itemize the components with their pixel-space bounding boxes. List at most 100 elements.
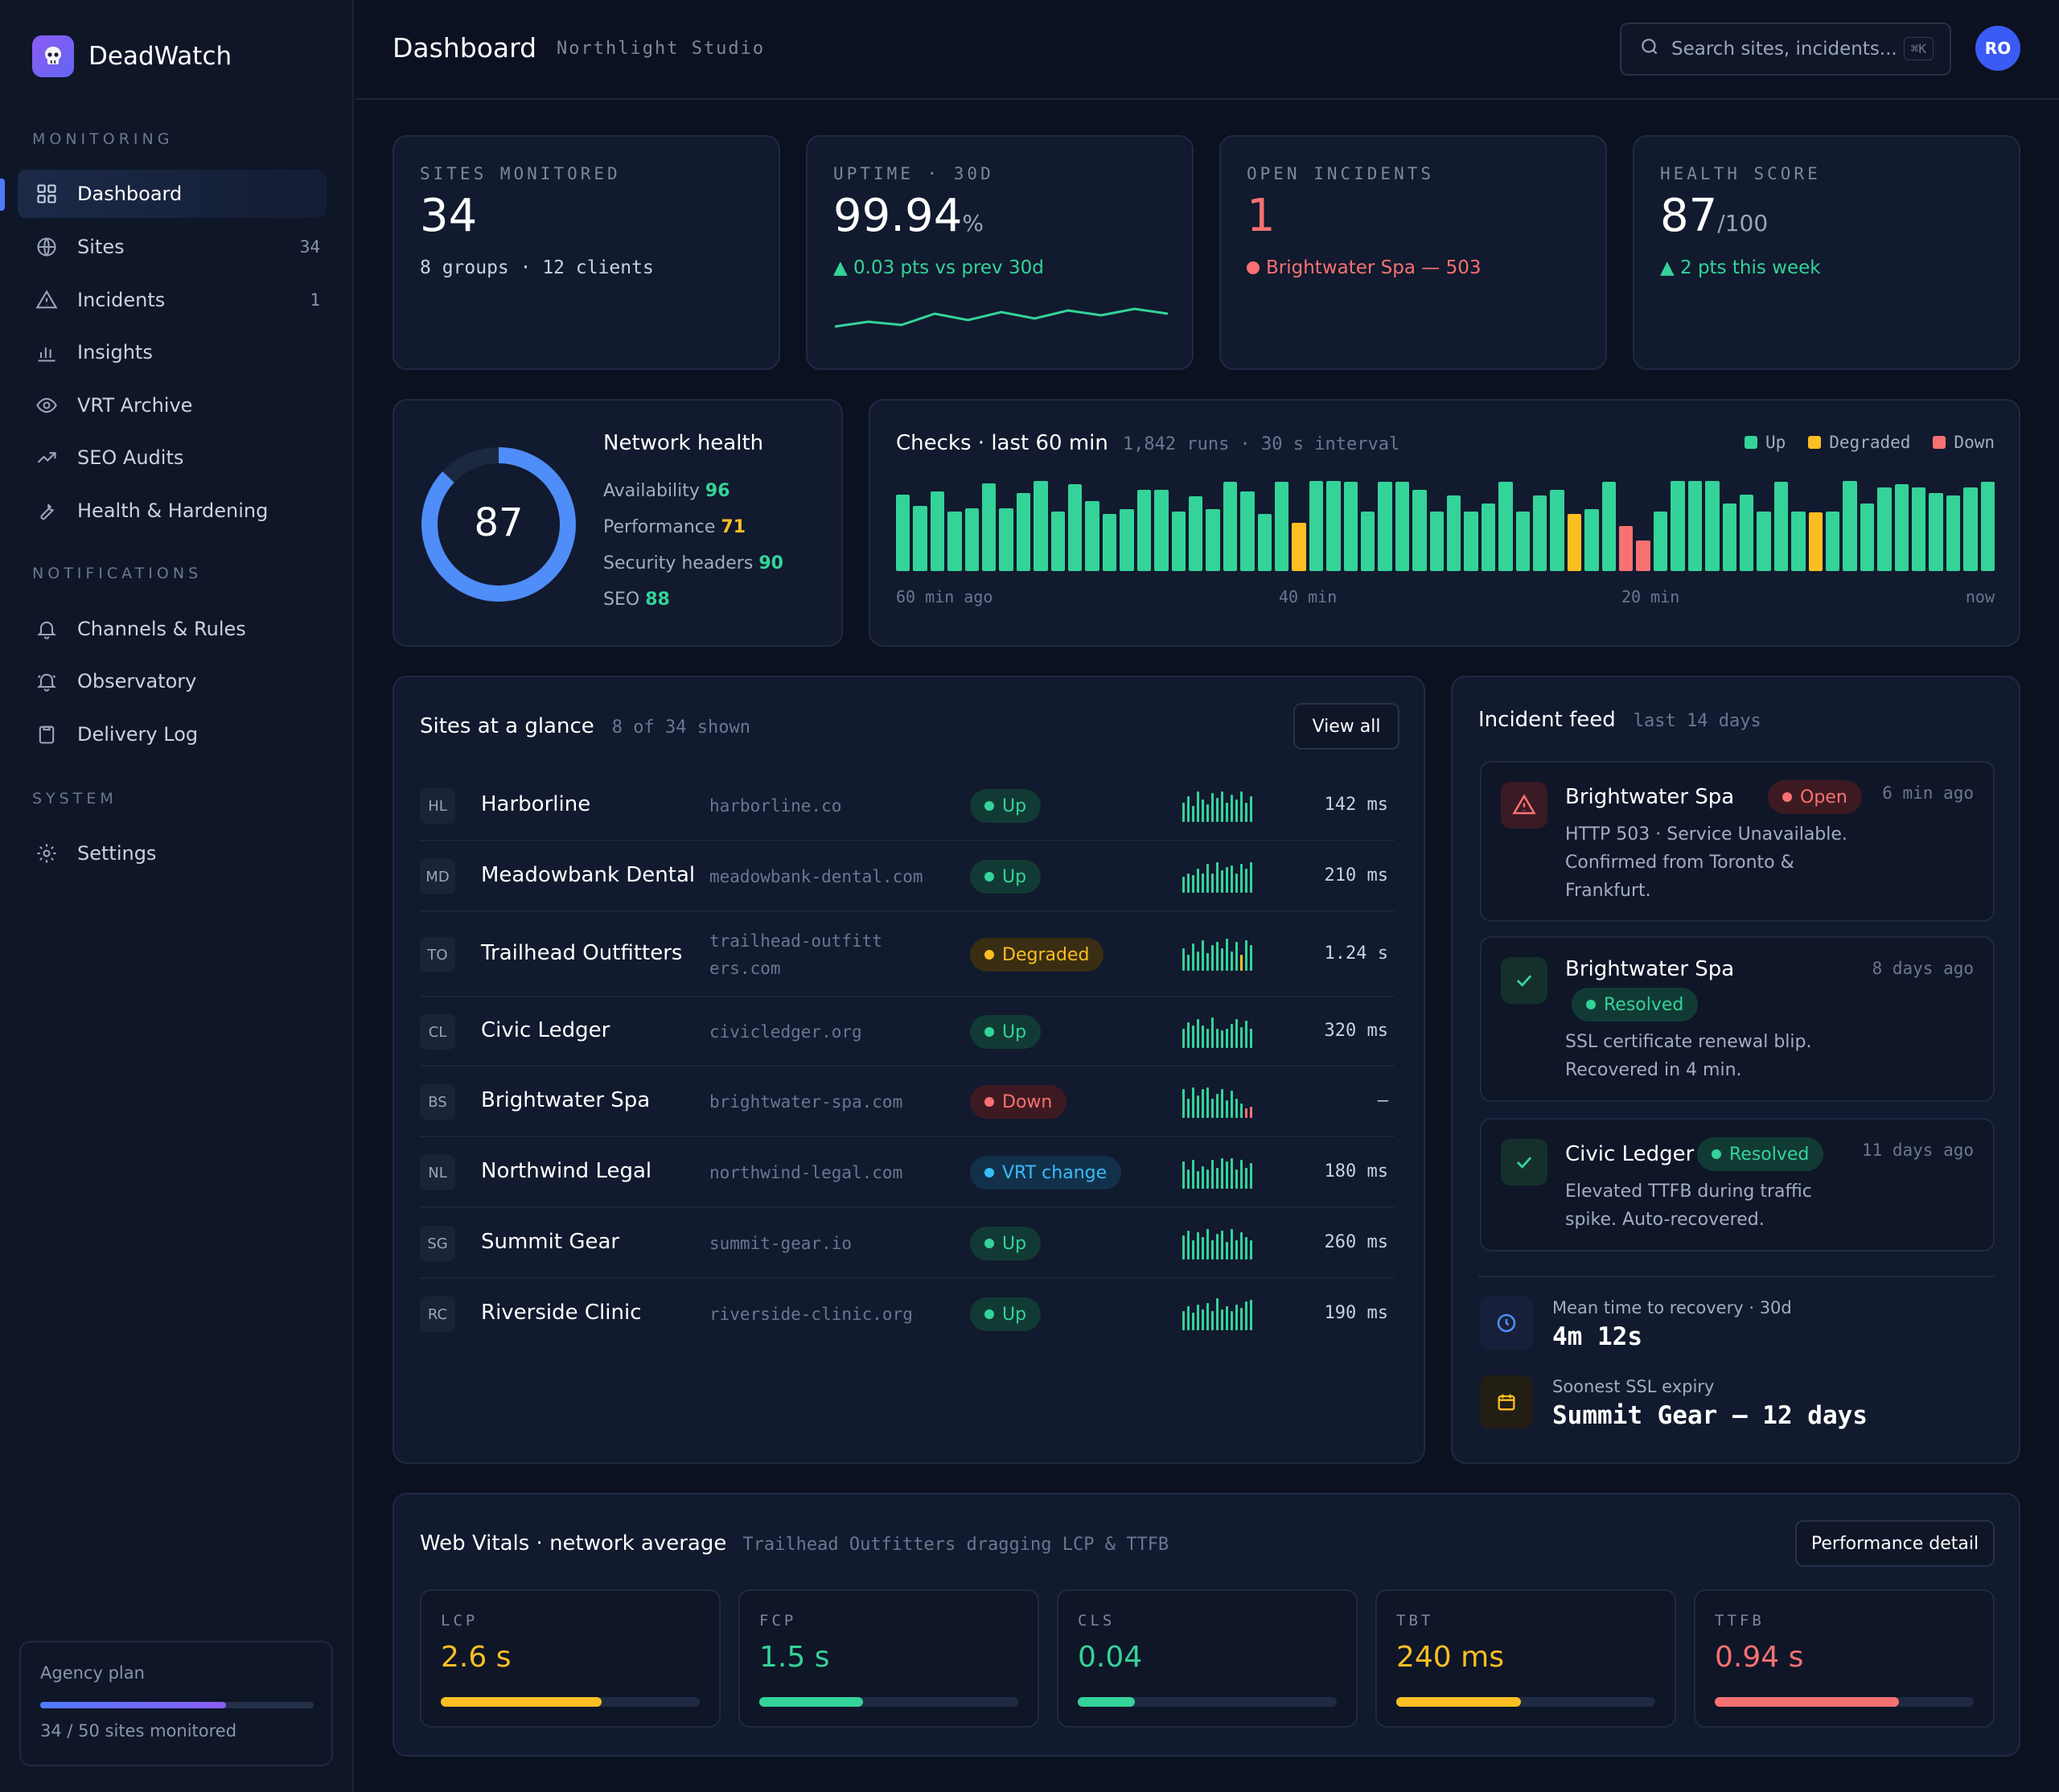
spark-bar: [1245, 1021, 1247, 1048]
spark-bar: [1197, 951, 1199, 971]
brand[interactable]: DeadWatch: [32, 35, 232, 77]
check-bar: [1481, 503, 1496, 571]
table-row[interactable]: MD Meadowbank Dental meadowbank-dental.com…: [420, 841, 1395, 912]
response-time: 190 ms: [1324, 1303, 1388, 1323]
vital-label: TTFB: [1715, 1612, 1765, 1630]
globe-icon: [34, 234, 60, 260]
spark-bar: [1240, 955, 1243, 971]
vital-card-cls[interactable]: CLS 0.04: [1057, 1589, 1358, 1728]
stat-unit: /100: [1717, 210, 1769, 236]
sidebar-item-observatory[interactable]: Observatory: [18, 657, 327, 705]
spark-bar: [1250, 1300, 1252, 1330]
table-row[interactable]: CL Civic Ledger civicledger.org Up 320 ms: [420, 997, 1395, 1067]
status-badge: Resolved: [1572, 988, 1699, 1021]
sidebar-item-seo-audits[interactable]: SEO Audits: [18, 434, 327, 482]
clock-icon: [1480, 1297, 1533, 1350]
legend-label: Up: [1765, 433, 1786, 452]
sidebar-item-delivery-log[interactable]: Delivery Log: [18, 710, 327, 758]
stat-label: UPTIME · 30D: [833, 164, 994, 183]
check-bar: [1773, 482, 1789, 571]
incident-item[interactable]: Civic Ledger Resolved 11 days ago Elevat…: [1480, 1118, 1995, 1252]
check-bar: [1309, 481, 1324, 571]
sidebar-item-vrt-archive[interactable]: VRT Archive: [18, 381, 327, 430]
vital-card-fcp[interactable]: FCP 1.5 s: [738, 1589, 1039, 1728]
avatar[interactable]: RO: [1975, 26, 2020, 71]
table-row[interactable]: RC Riverside Clinic riverside-clinic.org Up…: [420, 1279, 1395, 1350]
vital-label: TBT: [1396, 1612, 1434, 1630]
sidebar-item-sites[interactable]: Sites 34: [18, 223, 327, 271]
sites-header: Sites at a glance 8 of 34 shown: [420, 714, 750, 738]
incidents-count-badge: 1: [310, 290, 320, 310]
site-name: Trailhead Outfitters: [481, 941, 683, 965]
vital-label: CLS: [1078, 1612, 1116, 1630]
table-row[interactable]: TO Trailhead Outfitters trailhead-outfitte…: [420, 912, 1395, 997]
spark-bar: [1206, 953, 1209, 971]
vital-card-ttfb[interactable]: TTFB 0.94 s: [1694, 1589, 1995, 1728]
response-sparkline: [1182, 1016, 1252, 1048]
table-row[interactable]: HL Harborline harborline.co Up 142 ms: [420, 771, 1395, 841]
plan-usage-fill: [40, 1702, 227, 1708]
spark-bar: [1187, 1231, 1190, 1260]
table-row[interactable]: SG Summit Gear summit-gear.io Up 260 ms: [420, 1208, 1395, 1279]
spark-bar: [1211, 793, 1214, 822]
view-all-button[interactable]: View all: [1293, 703, 1399, 750]
status-text: Open: [1800, 787, 1847, 808]
spark-bar: [1231, 1229, 1233, 1260]
stat-label: SITES MONITORED: [420, 164, 621, 183]
spark-bar: [1245, 803, 1247, 822]
spark-bar: [1250, 796, 1252, 822]
legend-up: Up: [1744, 433, 1786, 452]
stat-value: 87/100: [1660, 190, 1768, 242]
vital-card-tbt[interactable]: TBT 240 ms: [1375, 1589, 1676, 1728]
incident-description: Elevated TTFB during traffic spike. Auto…: [1565, 1178, 1812, 1234]
spark-bar: [1206, 864, 1209, 893]
stat-card-health: HEALTH SCORE 87/100 ▲ 2 pts this week: [1633, 135, 2020, 370]
check-icon: [1501, 957, 1547, 1004]
stat-sub-text: Brightwater Spa — 503: [1266, 257, 1482, 278]
sidebar-item-health-hardening[interactable]: Health & Hardening: [18, 487, 327, 535]
sidebar-item-incidents[interactable]: Incidents 1: [18, 276, 327, 324]
spark-bar: [1226, 1161, 1228, 1189]
sidebar-item-settings[interactable]: Settings: [18, 829, 327, 878]
stat-card-incidents: OPEN INCIDENTS 1 Brightwater Spa — 503: [1219, 135, 1607, 370]
spark-bar: [1187, 1306, 1190, 1330]
check-bar: [1395, 482, 1410, 571]
check-bar: [1843, 481, 1857, 571]
spark-bar: [1187, 796, 1190, 822]
axis-label: 40 min: [1279, 587, 1338, 606]
performance-detail-button[interactable]: Performance detail: [1795, 1520, 1995, 1567]
plan-card[interactable]: Agency plan 34 / 50 sites monitored: [19, 1641, 333, 1766]
spark-bar: [1202, 799, 1204, 822]
check-bar: [1102, 514, 1117, 571]
sidebar-item-insights[interactable]: Insights: [18, 328, 327, 376]
table-row[interactable]: NL Northwind Legal northwind-legal.com VRT …: [420, 1137, 1395, 1208]
metric-availability: Availability 96: [603, 473, 783, 509]
sidebar-item-channels-rules[interactable]: Channels & Rules: [18, 605, 327, 653]
incident-site: Brightwater Spa: [1565, 957, 1735, 981]
vital-label: LCP: [441, 1612, 479, 1630]
stat-number: 87: [1660, 190, 1718, 242]
checks-header: Checks · last 60 min 1,842 runs · 30 s i…: [896, 431, 1399, 455]
spark-bar: [1187, 1022, 1190, 1048]
spark-bar: [1182, 1029, 1185, 1048]
status-badge: Open: [1768, 780, 1862, 814]
sidebar-item-dashboard[interactable]: Dashboard: [18, 170, 327, 218]
status-badge: Up: [970, 1015, 1042, 1049]
check-bar: [1429, 512, 1444, 571]
spark-bar: [1197, 1019, 1199, 1048]
spark-bar: [1245, 1301, 1247, 1330]
checks-card: Checks · last 60 min 1,842 runs · 30 s i…: [869, 399, 2020, 647]
site-initials: MD: [420, 859, 455, 894]
search-input[interactable]: Search sites, incidents... ⌘K: [1620, 23, 1951, 76]
vital-card-lcp[interactable]: LCP 2.6 s: [420, 1589, 721, 1728]
spark-bar: [1235, 799, 1238, 822]
spark-bar: [1240, 1027, 1243, 1048]
incident-item[interactable]: Brightwater Spa Resolved 8 days ago SSL …: [1480, 936, 1995, 1102]
incident-item[interactable]: Brightwater Spa Open 6 min ago HTTP 503 …: [1480, 761, 1995, 922]
check-bar: [1498, 482, 1513, 571]
vital-bar-fill: [1715, 1697, 1899, 1707]
vital-bar: [1396, 1697, 1655, 1707]
response-time: 320 ms: [1324, 1021, 1388, 1041]
table-row[interactable]: BS Brightwater Spa brightwater-spa.com Down…: [420, 1067, 1395, 1137]
sites-title: Sites at a glance: [420, 714, 594, 738]
